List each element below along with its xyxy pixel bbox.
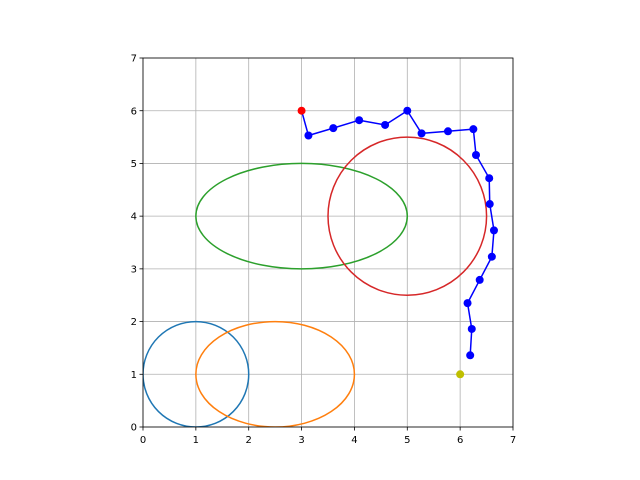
y-tick-label: 2 <box>131 317 137 328</box>
planned-path <box>300 106 498 360</box>
y-axis-ticks: 0 1 2 3 4 5 6 7 <box>131 54 143 434</box>
path-point <box>487 252 496 261</box>
path-point <box>466 351 475 360</box>
endpoints <box>297 106 465 379</box>
y-tick-label: 5 <box>131 159 137 170</box>
path-point <box>485 200 494 209</box>
path-point <box>381 120 390 129</box>
path-point <box>403 106 412 115</box>
path-point <box>467 324 476 333</box>
path-point <box>329 124 338 133</box>
x-tick-label: 1 <box>193 435 199 446</box>
y-tick-label: 7 <box>131 54 137 65</box>
path-point <box>463 299 472 308</box>
y-tick-label: 1 <box>131 370 137 381</box>
x-tick-label: 0 <box>140 435 146 446</box>
obstacle-ellipse-4 <box>327 136 488 296</box>
goal-point <box>456 370 465 379</box>
path-point <box>472 150 480 159</box>
axes-background <box>143 58 513 427</box>
y-tick-label: 0 <box>131 423 137 434</box>
path-line <box>300 109 495 356</box>
axes-frame <box>142 57 514 428</box>
x-tick-label: 7 <box>510 435 516 446</box>
path-point <box>489 226 498 235</box>
path-point <box>485 174 494 183</box>
path-point <box>417 129 426 138</box>
path-point <box>469 125 478 134</box>
path-point <box>443 127 452 136</box>
path-point <box>355 116 364 125</box>
x-tick-label: 3 <box>298 435 304 446</box>
x-tick-label: 5 <box>404 435 410 446</box>
start-point <box>297 106 306 115</box>
x-tick-label: 6 <box>457 435 463 446</box>
x-tick-label: 4 <box>351 435 357 446</box>
path-point <box>475 275 484 284</box>
y-tick-label: 6 <box>131 106 137 117</box>
obstacle-ellipse-3 <box>195 162 409 270</box>
y-tick-label: 4 <box>131 212 137 223</box>
x-tick-label: 2 <box>246 435 252 446</box>
x-axis-ticks: 0 1 2 3 4 5 6 7 <box>140 427 516 446</box>
y-tick-label: 3 <box>131 264 137 275</box>
path-point <box>304 131 313 140</box>
